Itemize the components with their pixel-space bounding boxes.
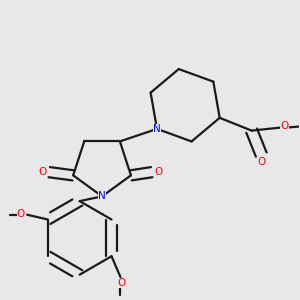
Text: N: N — [153, 124, 161, 134]
Text: N: N — [98, 191, 106, 201]
Text: O: O — [154, 167, 163, 177]
Text: O: O — [38, 167, 46, 177]
Text: O: O — [257, 157, 266, 166]
Text: O: O — [280, 121, 289, 131]
Text: O: O — [117, 278, 125, 288]
Text: O: O — [16, 209, 25, 219]
